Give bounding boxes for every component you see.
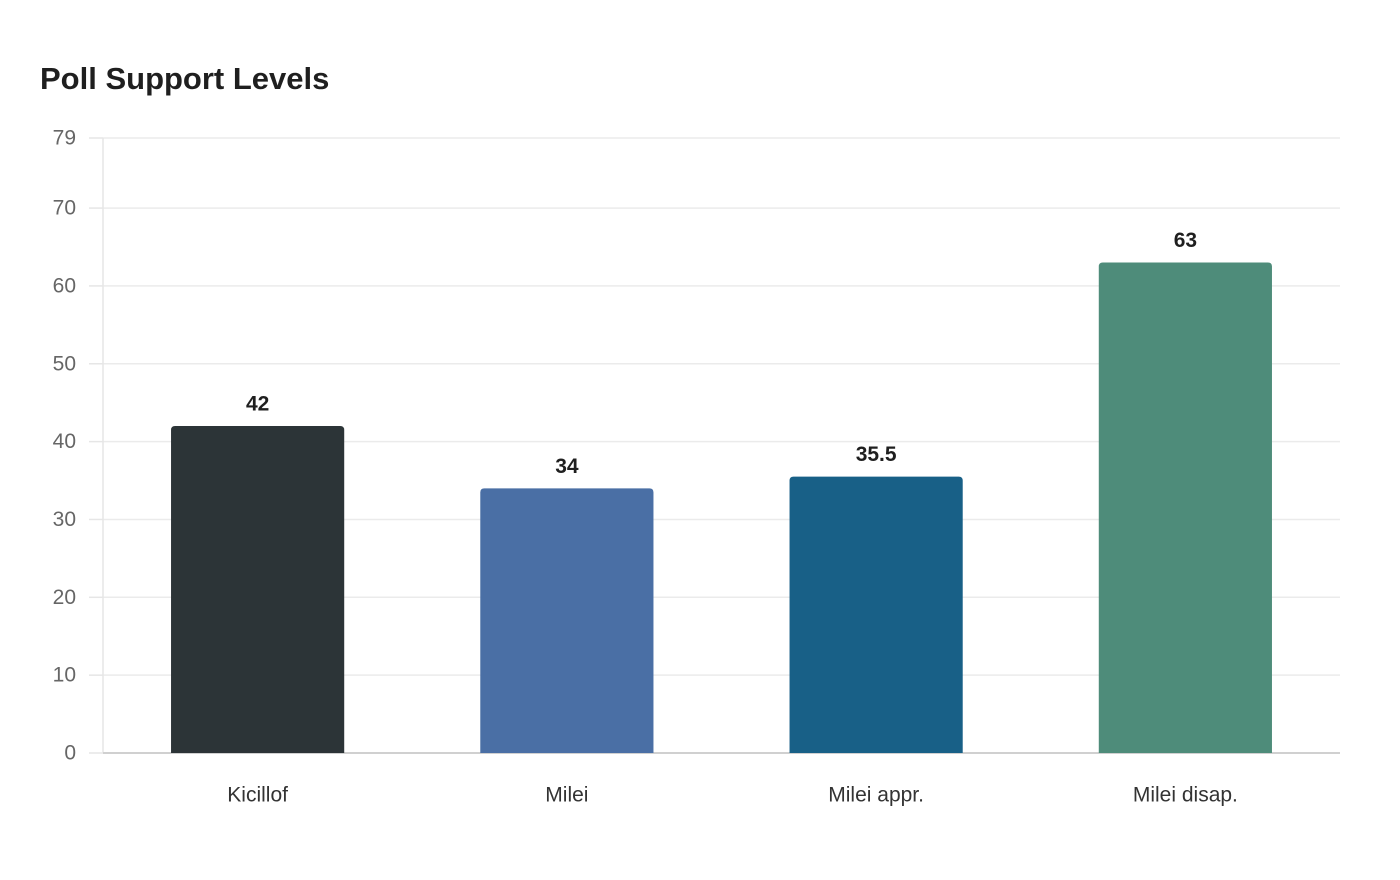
- y-tick-label: 79: [53, 127, 76, 150]
- bar-value-label: 42: [246, 393, 269, 416]
- value-labels: 42 34 35.5 63: [246, 229, 1197, 478]
- bar-value-label: 63: [1174, 229, 1197, 252]
- x-tick-label: Milei disap.: [1133, 784, 1238, 807]
- bars: [171, 262, 1272, 753]
- chart-title: Poll Support Levels: [40, 61, 330, 96]
- bar: [789, 476, 963, 753]
- y-tick-label: 0: [64, 742, 76, 765]
- bar: [480, 488, 654, 753]
- y-tick-label: 60: [53, 274, 76, 297]
- y-tick-label: 50: [53, 352, 76, 375]
- bar-value-label: 34: [555, 455, 579, 478]
- x-tick-label: Milei: [545, 784, 588, 807]
- y-tick-label: 30: [53, 508, 76, 531]
- x-tick-label: Kicillof: [227, 784, 288, 807]
- y-tick-label: 10: [53, 664, 76, 687]
- y-tick-label: 70: [53, 197, 76, 220]
- bar-value-label: 35.5: [856, 443, 897, 466]
- bar: [171, 426, 345, 753]
- y-tick-label: 20: [53, 586, 76, 609]
- bar: [1098, 262, 1272, 753]
- y-axis-ticks: 0 10 20 30 40 50 60 70 79: [53, 127, 76, 765]
- x-axis-labels: Kicillof Milei Milei appr. Milei disap.: [227, 784, 1238, 807]
- x-tick-label: Milei appr.: [828, 784, 924, 807]
- y-tick-label: 40: [53, 430, 76, 453]
